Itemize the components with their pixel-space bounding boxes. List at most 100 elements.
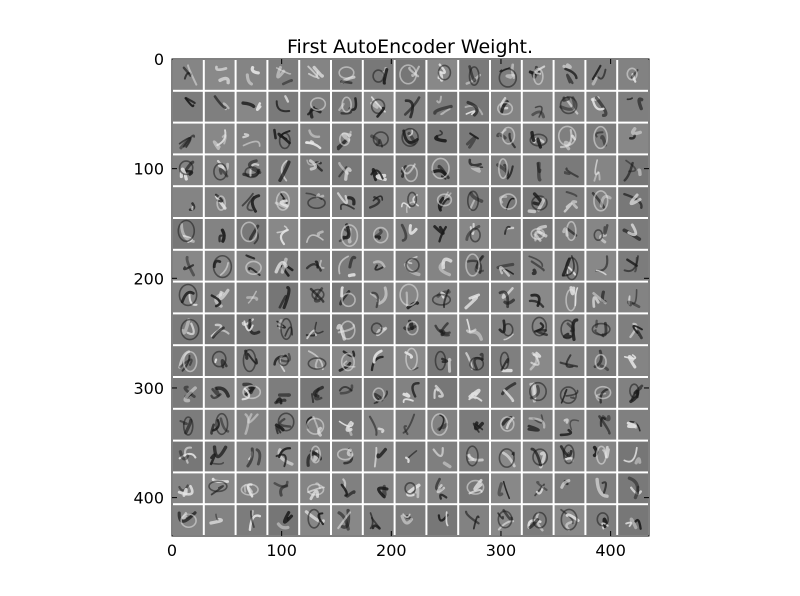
weight-tile — [459, 505, 489, 535]
weight-tile — [395, 250, 426, 281]
weight-tile — [586, 187, 617, 217]
weight-tile — [332, 123, 362, 154]
weight-tile — [332, 409, 362, 440]
weight-tile — [363, 219, 394, 249]
weight-tile — [173, 505, 203, 535]
weight-tile — [586, 123, 617, 154]
weight-tile — [554, 409, 585, 440]
weight-tile — [173, 123, 203, 154]
weight-tile — [459, 346, 489, 376]
weight-tile — [395, 346, 426, 376]
weight-mosaic — [172, 59, 649, 536]
weight-tile — [204, 250, 235, 281]
weight-tile — [618, 314, 648, 345]
weight-tile — [173, 409, 203, 440]
y-axis: 0 100 200 300 400 — [133, 50, 649, 508]
weight-tile — [459, 378, 489, 408]
weight-tile — [363, 346, 394, 376]
weight-tile — [427, 60, 458, 90]
weight-tile — [300, 441, 330, 472]
weight-tile — [236, 250, 267, 281]
weight-tile — [586, 314, 617, 345]
weight-tile — [236, 60, 267, 90]
weight-tile — [618, 187, 648, 217]
weight-tile — [363, 314, 394, 345]
weight-tile — [427, 378, 458, 408]
weight-tile — [427, 505, 458, 535]
weight-tile — [204, 123, 235, 154]
weight-tile — [363, 282, 394, 313]
weight-tile — [268, 409, 299, 440]
weight-tile — [554, 155, 585, 186]
weight-tile — [268, 314, 299, 345]
weight-tile — [204, 91, 235, 122]
weight-tile — [173, 155, 203, 186]
weight-tile — [236, 123, 267, 154]
weight-tile — [554, 473, 585, 504]
weight-tile — [268, 473, 299, 504]
plot-title: First AutoEncoder Weight. — [287, 36, 533, 58]
plot-frame — [171, 58, 650, 537]
weight-tile — [173, 378, 203, 408]
weight-tile — [491, 409, 521, 440]
weight-tile — [491, 441, 521, 472]
weight-tile — [586, 60, 617, 90]
weight-tile — [173, 282, 203, 313]
weight-tile — [459, 409, 489, 440]
weight-tile — [491, 60, 521, 90]
weight-tile — [522, 505, 553, 535]
x-tick-label: 0 — [167, 541, 177, 560]
weight-tile — [300, 282, 330, 313]
weight-tile — [554, 219, 585, 249]
weight-tile — [522, 473, 553, 504]
weight-tile — [554, 60, 585, 90]
weight-tile — [522, 314, 553, 345]
weight-tile — [204, 60, 235, 90]
weight-tile — [236, 409, 267, 440]
weight-tile — [491, 346, 521, 376]
weight-tile — [554, 123, 585, 154]
weight-tile — [618, 219, 648, 249]
weight-tile — [300, 473, 330, 504]
weight-tile — [395, 60, 426, 90]
weight-tile — [491, 219, 521, 249]
weight-tile — [363, 123, 394, 154]
weight-tile — [332, 60, 362, 90]
weight-tile — [204, 473, 235, 504]
weight-tile — [618, 91, 648, 122]
weight-tile — [491, 282, 521, 313]
weight-tile — [363, 441, 394, 472]
weight-tile — [459, 250, 489, 281]
weight-tile — [427, 282, 458, 313]
weight-tile — [204, 187, 235, 217]
weight-tile — [300, 123, 330, 154]
weight-tile — [459, 473, 489, 504]
weight-tile — [332, 505, 362, 535]
weight-tile — [522, 123, 553, 154]
y-tick-label: 100 — [133, 160, 164, 179]
weight-tile — [618, 60, 648, 90]
weight-tile — [268, 219, 299, 249]
weight-tile — [204, 219, 235, 249]
weight-tile — [491, 155, 521, 186]
weight-tile — [618, 282, 648, 313]
weight-tile — [618, 123, 648, 154]
weight-tile — [268, 378, 299, 408]
weight-tile — [395, 187, 426, 217]
weight-tile — [395, 378, 426, 408]
weight-tile — [522, 60, 553, 90]
weight-tile — [586, 91, 617, 122]
weight-tile — [427, 473, 458, 504]
weight-tile — [268, 155, 299, 186]
weight-tile — [491, 187, 521, 217]
weight-tile — [554, 250, 585, 281]
weight-tile — [554, 282, 585, 313]
weight-tile — [204, 314, 235, 345]
weight-tile — [204, 378, 235, 408]
weight-tile — [522, 282, 553, 313]
weight-tile — [173, 314, 203, 345]
weight-tile — [618, 346, 648, 376]
weight-tile — [395, 314, 426, 345]
weight-tile — [300, 250, 330, 281]
